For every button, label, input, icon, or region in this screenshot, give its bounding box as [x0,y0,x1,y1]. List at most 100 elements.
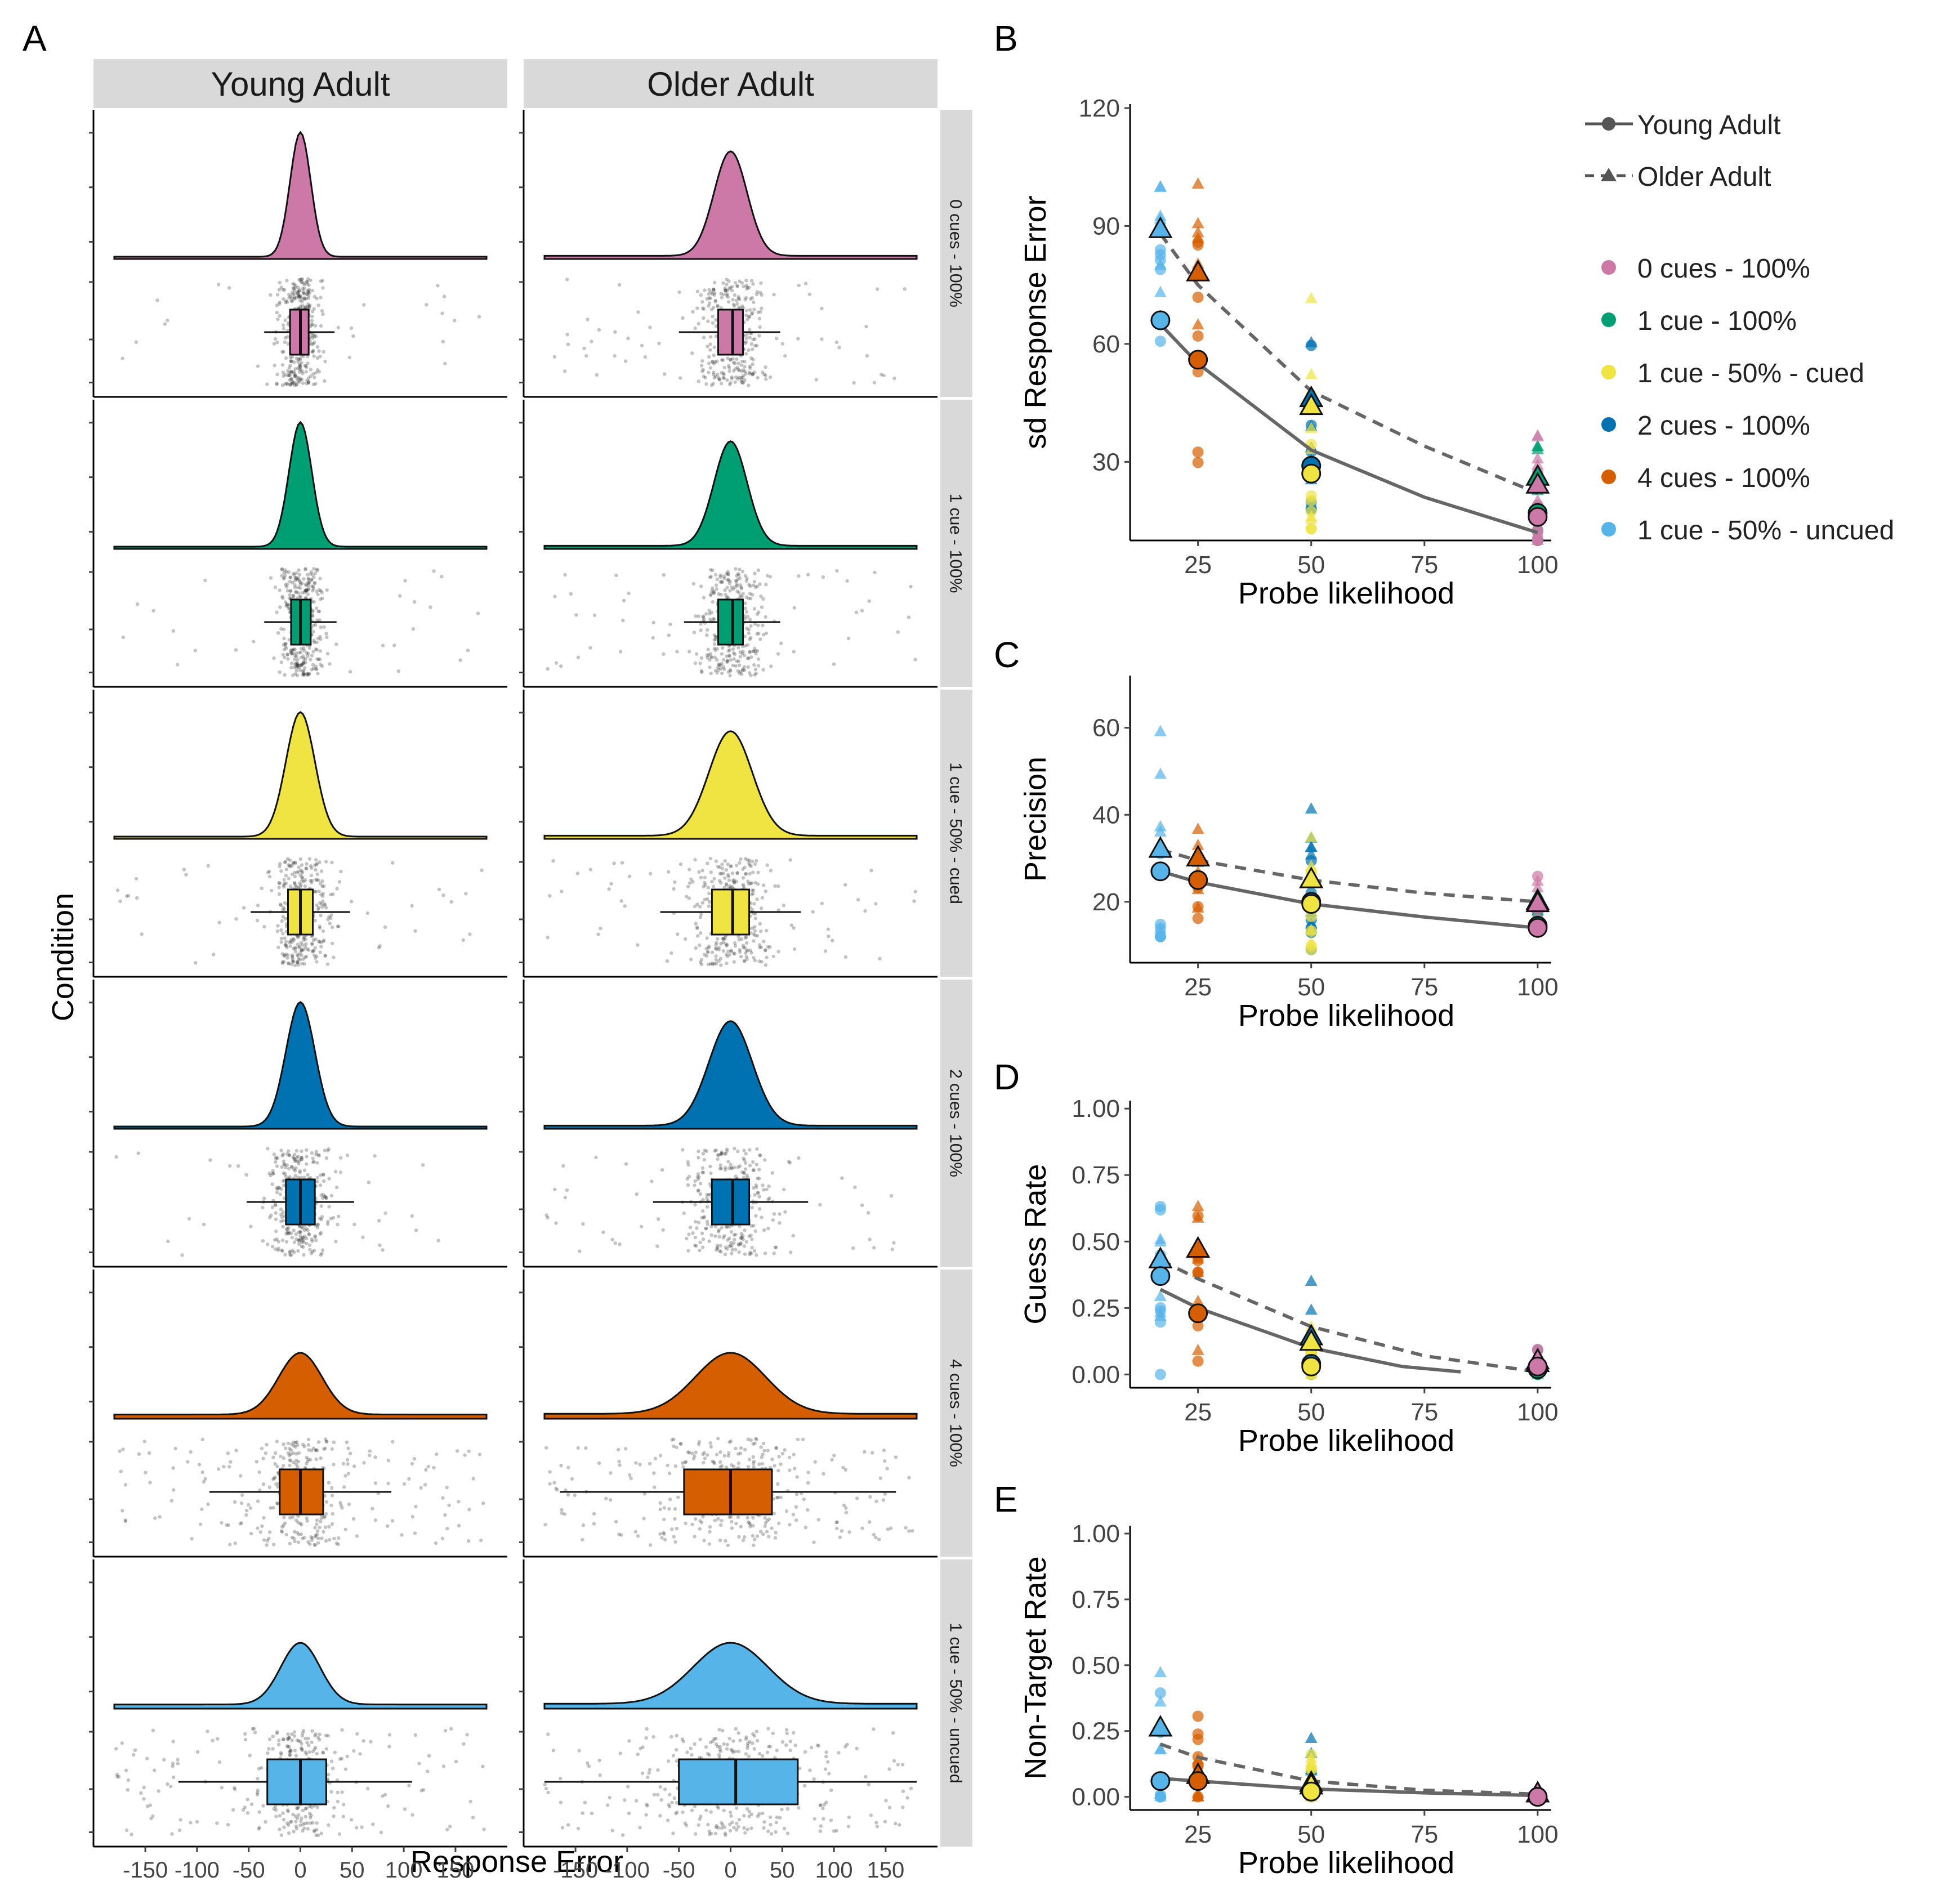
jitter-point [310,319,314,323]
jitter-point [295,665,299,669]
jitter-point [260,1524,264,1528]
jitter-point [293,1169,297,1173]
jitter-point [296,578,300,582]
jitter-point [793,1744,798,1747]
jitter-point [727,878,731,882]
jitter-point [306,1736,310,1741]
jitter-point [681,1810,685,1814]
jitter-point [476,611,480,615]
jitter-point [300,869,304,873]
jitter-point [703,897,707,902]
jitter-point [748,871,752,876]
jitter-point [783,1448,787,1452]
jitter-point [736,1243,740,1247]
jitter-point [720,1519,724,1523]
jitter-point [292,360,296,364]
jitter-point [233,1541,237,1545]
jitter-point [126,1778,130,1782]
jitter-point [877,1537,881,1541]
jitter-point [283,600,288,604]
jitter-point [285,1227,289,1231]
jitter-point [345,1154,350,1157]
jitter-point [339,1156,343,1160]
jitter-point [736,1731,740,1735]
jitter-point [701,1209,705,1213]
jitter-point [711,292,715,296]
jitter-point [293,1445,297,1449]
jitter-point [312,640,316,645]
jitter-point [566,1492,570,1497]
jitter-point [792,606,796,610]
jitter-point [748,372,752,376]
jitter-point [318,926,322,930]
facet-strip-older-adult [524,59,938,108]
x-tick-label: 25 [1184,973,1212,1001]
jitter-point [722,667,726,671]
jitter-point [307,646,311,650]
jitter-point [311,584,315,589]
jitter-point [135,896,139,900]
jitter-point [559,664,563,668]
jitter-point [706,1453,709,1457]
jitter-point [327,1177,331,1181]
y-tick-label: 120 [1079,95,1120,122]
jitter-point [764,615,767,619]
jitter-point [313,1747,316,1751]
jitter-point [709,656,714,660]
jitter-point [704,1745,708,1749]
jitter-point [171,1466,175,1470]
jitter-point [295,1156,299,1160]
jitter-point [718,573,722,577]
jitter-point [299,1532,303,1536]
jitter-point [729,1163,733,1167]
mean-young-1-cue-50pct-cued [1301,894,1322,914]
jitter-point [847,1530,851,1534]
jitter-point [706,647,710,651]
jitter-point [710,879,714,884]
jitter-point [727,1440,731,1444]
jitter-point [310,584,314,588]
jitter-point [242,906,246,910]
jitter-point [303,955,307,959]
jitter-point [725,1224,729,1228]
jitter-point [288,593,292,597]
jitter-point [331,1767,335,1771]
jitter-point [280,1525,284,1529]
jitter-point [766,1226,770,1231]
jitter-point [751,1168,756,1172]
jitter-point [727,1166,731,1170]
jitter-point [477,1452,482,1456]
jitter-point [551,1749,556,1753]
jitter-point [316,1536,320,1540]
density-ridge-young-adult-0-cues-100pct [113,131,488,260]
jitter-point [720,382,724,386]
jitter-point [733,293,737,297]
jitter-point [293,374,297,379]
jitter-point [296,662,300,666]
jitter-point [311,1160,315,1164]
jitter-point [746,1465,751,1469]
jitter-point [720,580,724,584]
jitter-point [300,369,304,373]
jitter-point [311,382,315,387]
jitter-point [305,355,310,359]
jitter-point [597,1461,601,1465]
jitter-point [265,1442,269,1447]
jitter-point [738,593,743,598]
jitter-point [713,298,717,302]
jitter-point [306,289,310,294]
jitter-point [243,1732,247,1736]
jitter-point [546,1732,550,1736]
individual-point-older [1531,881,1544,892]
jitter-point [755,584,760,588]
jitter-point [288,858,292,862]
jitter-point [715,941,718,945]
jitter-point [296,663,300,667]
jitter-point [761,1441,766,1446]
jitter-point [736,935,740,938]
box-iqr [678,1758,799,1805]
jitter-point [293,374,297,378]
jitter-point [578,1249,582,1253]
jitter-point [282,350,285,354]
jitter-point [274,1155,278,1159]
